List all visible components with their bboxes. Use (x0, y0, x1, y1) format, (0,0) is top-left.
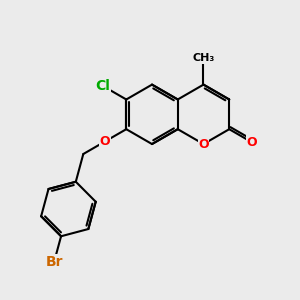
Text: O: O (198, 138, 209, 151)
Text: O: O (247, 136, 257, 149)
Text: O: O (100, 135, 110, 148)
Text: Cl: Cl (96, 79, 111, 93)
Text: Br: Br (46, 254, 63, 268)
Text: CH₃: CH₃ (192, 53, 214, 64)
